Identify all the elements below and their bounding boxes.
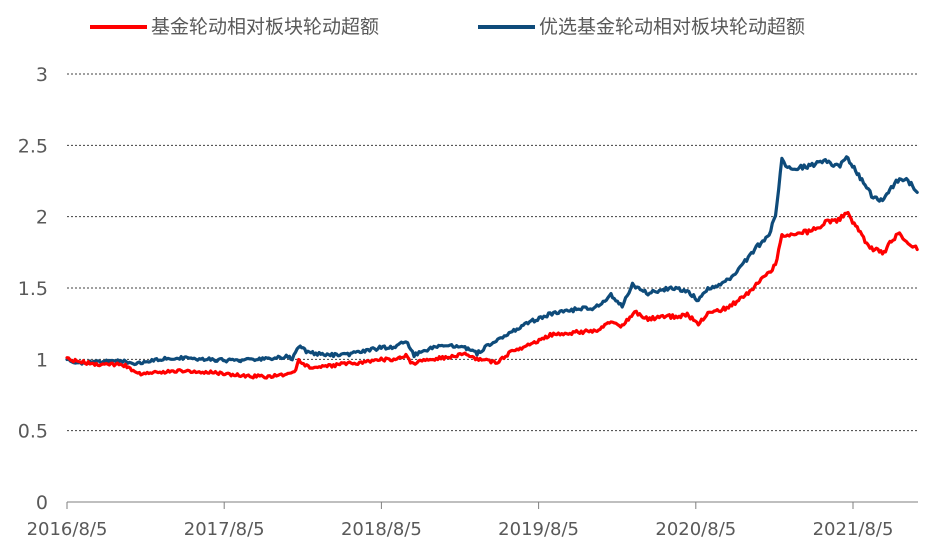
x-tick-label: 2020/8/5 xyxy=(655,519,736,540)
x-axis: 2016/8/5 2017/8/5 2018/8/5 2019/8/5 2020/8/5… xyxy=(27,501,918,540)
y-tick-label: 3 xyxy=(36,64,48,86)
x-tick-label: 2019/8/5 xyxy=(498,519,579,540)
y-tick-label: 0 xyxy=(36,492,48,514)
legend: 基金轮动相对板块轮动超额 优选基金轮动相对板块轮动超额 xyxy=(90,16,805,38)
y-tick-label: 1 xyxy=(36,349,48,371)
y-tick-label: 2 xyxy=(36,207,48,229)
x-tick-label: 2016/8/5 xyxy=(27,519,108,540)
x-tick-label: 2018/8/5 xyxy=(341,519,422,540)
series xyxy=(65,155,919,380)
x-tick-label: 2021/8/5 xyxy=(813,519,894,540)
legend-label-red: 基金轮动相对板块轮动超额 xyxy=(151,16,379,38)
legend-label-blue: 优选基金轮动相对板块轮动超额 xyxy=(539,16,805,38)
x-tick-label: 2017/8/5 xyxy=(184,519,265,540)
y-tick-label: 2.5 xyxy=(18,135,48,157)
series-line-red xyxy=(65,210,919,380)
series-line-blue xyxy=(65,155,919,367)
gridlines xyxy=(67,73,918,432)
y-tick-label: 1.5 xyxy=(18,278,48,300)
y-axis-ticks: 0 0.5 1 1.5 2 2.5 3 xyxy=(18,64,48,514)
y-tick-label: 0.5 xyxy=(18,421,48,443)
